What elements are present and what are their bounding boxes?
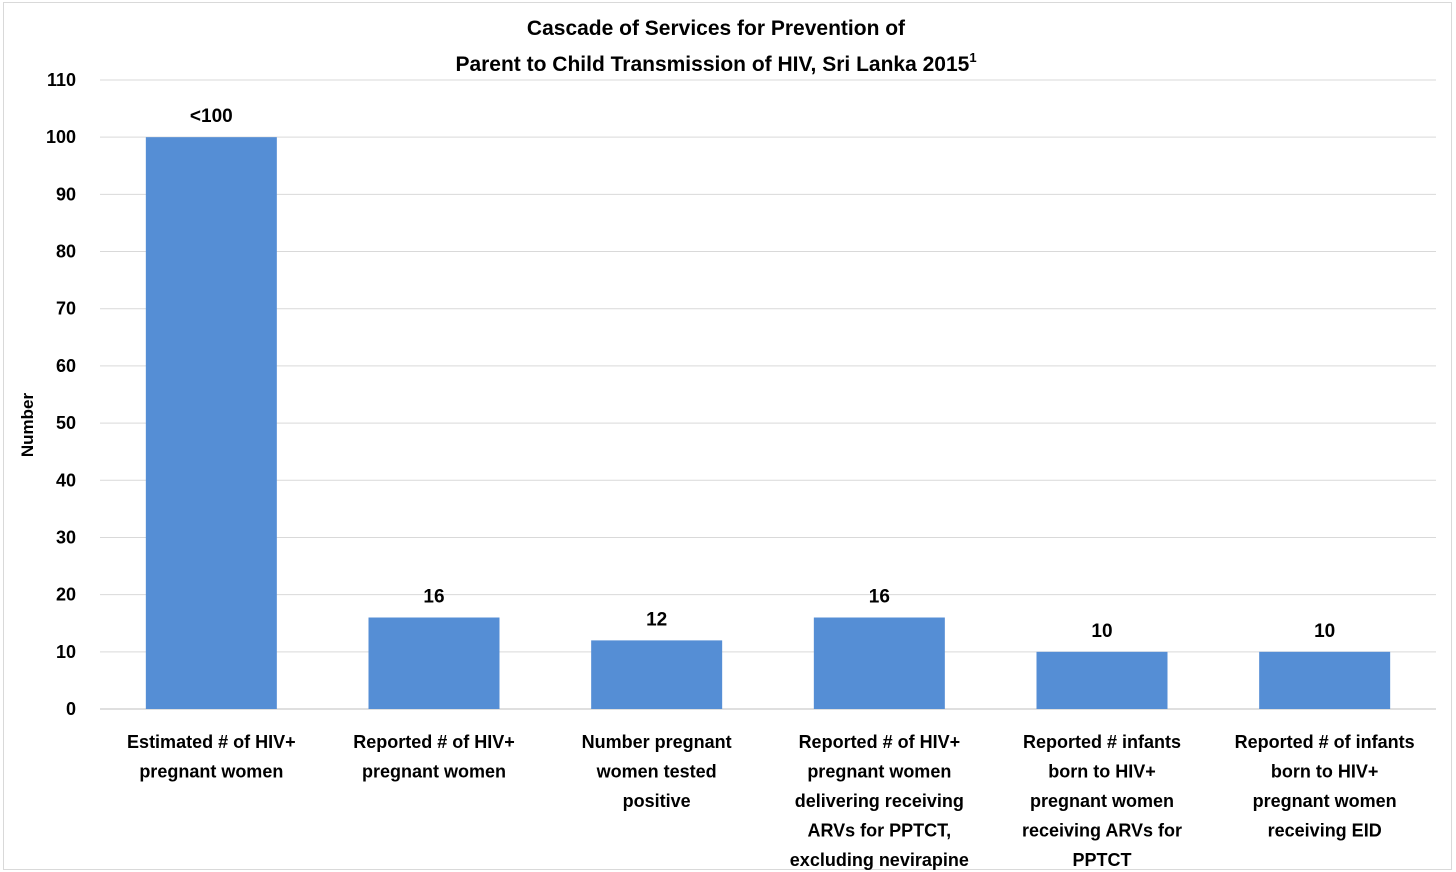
x-category-label-line: Reported # of HIV+ [799,732,961,752]
y-tick-label: 60 [56,356,76,376]
bars [145,137,1391,709]
x-axis-categories: Estimated # of HIV+ pregnant womenReporte… [127,732,1415,870]
bar [1036,651,1168,709]
x-category-label: Reported # of infants born to HIV+ pregnan… [1235,732,1415,841]
chart-title-line-1: Cascade of Services for Prevention of [527,17,906,40]
x-category-label-line: PPTCT [1072,850,1131,870]
data-labels: <100 16 12 16 10 10 [190,106,1335,642]
x-category-label-line: born to HIV+ [1048,762,1156,782]
y-tick-label: 10 [56,642,76,662]
x-category-label-line: receiving EID [1268,821,1382,841]
x-category-label-line: pregnant women [1030,791,1174,811]
y-tick-label: 110 [47,70,76,90]
y-tick-label: 20 [56,585,76,605]
x-category-label-line: women tested [596,762,717,782]
data-label: <100 [190,106,233,127]
data-label: 12 [646,609,667,630]
bar [813,617,945,709]
x-category-label-line: pregnant women [807,762,951,782]
x-category-label-line: pregnant women [139,762,283,782]
x-category-label-line: Number pregnant [582,732,732,752]
bar [368,617,500,709]
y-tick-label: 80 [56,242,76,262]
bar [145,137,277,709]
x-category-label-line: Reported # of infants [1235,732,1415,752]
data-label: 16 [423,587,444,608]
x-category-label: Reported # of HIV+ pregnant women deliveri… [790,732,969,870]
data-label: 10 [1091,621,1112,642]
x-category-label-line: born to HIV+ [1271,762,1379,782]
chart-frame [3,2,1452,870]
x-category-label: Reported # of HIV+ pregnant women [353,732,515,782]
y-tick-label: 90 [56,184,76,204]
y-tick-label: 40 [56,470,76,490]
chart-title-line-2-text: Parent to Child Transmission of HIV, Sri… [455,53,969,76]
x-category-label-line: delivering receiving [795,791,964,811]
y-tick-label: 70 [56,299,76,319]
y-tick-label: 100 [46,127,76,147]
y-tick-label: 0 [66,699,76,719]
x-category-label-line: pregnant women [1253,791,1397,811]
gridlines [100,79,1436,710]
data-label: 16 [869,587,890,608]
x-category-label-line: Reported # infants [1023,732,1181,752]
x-category-label-line: pregnant women [362,762,506,782]
data-label: 10 [1314,621,1335,642]
x-category-label-line: excluding nevirapine [790,850,969,870]
x-category-label: Number pregnant women tested positive [582,732,732,811]
x-category-label-line: Estimated # of HIV+ [127,732,296,752]
x-category-label-line: positive [623,791,691,811]
title-superscript: 1 [969,50,976,65]
y-tick-label: 30 [56,527,76,547]
y-axis-label: Number [18,393,37,458]
x-category-label-line: Reported # of HIV+ [353,732,515,752]
y-axis-ticks: 0 10 20 30 40 50 60 70 80 90 100 110 [46,70,76,719]
chart-title-line-2: Parent to Child Transmission of HIV, Sri… [455,50,976,76]
x-category-label-line: ARVs for PPTCT, [807,821,951,841]
x-category-label: Reported # infants born to HIV+ pregnant w… [1022,732,1182,870]
y-tick-label: 50 [56,413,76,433]
bar [591,640,723,709]
x-category-label: Estimated # of HIV+ pregnant women [127,732,296,782]
bar [1259,651,1391,709]
x-category-label-line: receiving ARVs for [1022,821,1182,841]
